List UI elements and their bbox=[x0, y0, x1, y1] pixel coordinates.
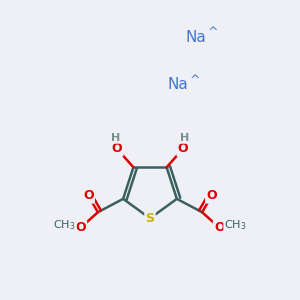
Text: H: H bbox=[180, 133, 189, 142]
Text: S: S bbox=[146, 212, 154, 225]
Text: ^: ^ bbox=[190, 74, 201, 87]
Text: ^: ^ bbox=[208, 26, 218, 39]
Text: Na: Na bbox=[168, 77, 189, 92]
Text: H: H bbox=[111, 133, 120, 142]
Text: Na: Na bbox=[186, 30, 206, 45]
Text: CH$_3$: CH$_3$ bbox=[224, 218, 247, 232]
Text: O: O bbox=[178, 142, 188, 155]
Text: O: O bbox=[75, 221, 86, 234]
Text: O: O bbox=[83, 189, 94, 203]
Text: O: O bbox=[112, 142, 122, 155]
Text: O: O bbox=[206, 189, 217, 203]
Text: CH$_3$: CH$_3$ bbox=[53, 218, 76, 232]
Text: O: O bbox=[214, 221, 225, 234]
